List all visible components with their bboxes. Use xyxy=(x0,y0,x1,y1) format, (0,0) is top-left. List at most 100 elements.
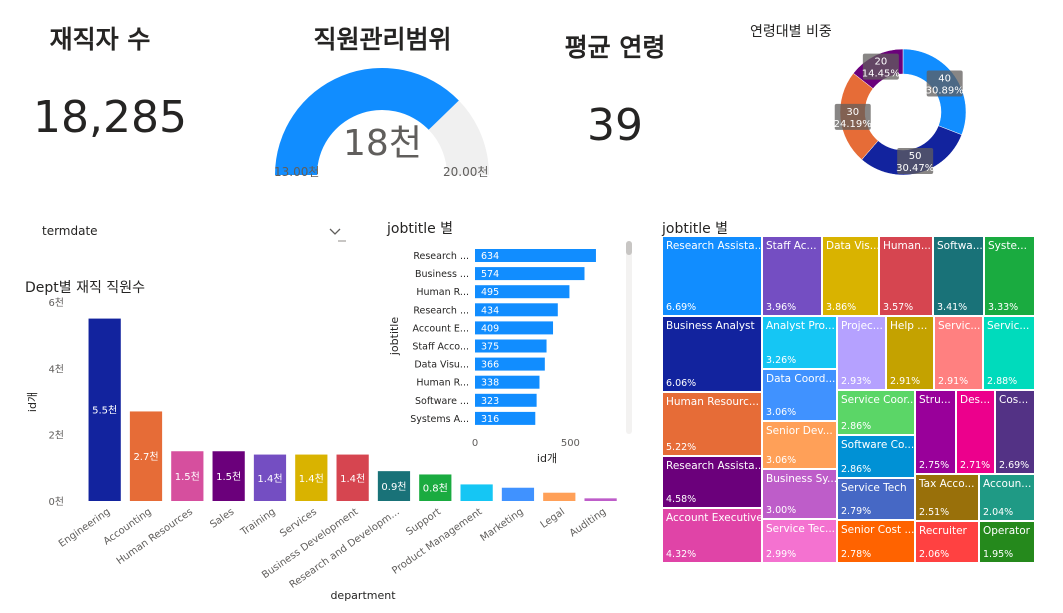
termdate-slicer[interactable]: termdate xyxy=(42,224,346,242)
treemap-cell[interactable]: Software Co... 2.86% xyxy=(837,435,915,478)
jobtitle-bar xyxy=(475,357,545,371)
treemap-cell[interactable]: Business Analyst 6.06% xyxy=(662,316,762,392)
treemap-cell-pct: 3.57% xyxy=(883,302,914,313)
treemap-cell[interactable]: Tax Acco... 2.51% xyxy=(915,474,979,521)
jobtitle-bar xyxy=(475,285,570,299)
treemap-cell-label: Data Vis... xyxy=(826,240,879,252)
treemap-cell[interactable]: Account Executive 4.32% xyxy=(662,508,762,563)
treemap-cell-pct: 3.33% xyxy=(988,302,1019,313)
treemap-cell[interactable]: Research Assista... 4.58% xyxy=(662,456,762,508)
jobtitle-treemap: Research Assista... 6.69% Business Analyst… xyxy=(662,236,1035,563)
treemap-cell[interactable]: Senior Cost ... 2.78% xyxy=(837,520,915,563)
treemap-cell-label: Business Analyst xyxy=(666,320,755,332)
jobtitle-value-label: 495 xyxy=(481,287,499,298)
treemap-cell[interactable]: Human Resourc... 5.22% xyxy=(662,392,762,456)
dept-xlabel: department xyxy=(330,589,396,602)
treemap-cell[interactable]: Research Assista... 6.69% xyxy=(662,236,762,316)
treemap-cell-label: Cos... xyxy=(999,394,1029,406)
jobtitle-value-label: 366 xyxy=(481,360,499,371)
treemap-cell-label: Research Assista... xyxy=(666,460,762,472)
jobtitle-value-label: 316 xyxy=(481,414,499,425)
treemap-cell[interactable]: Business Sy... 3.00% xyxy=(762,469,837,519)
treemap-cell[interactable]: Service Tech 2.79% xyxy=(837,478,915,520)
treemap-cell-label: Software Co... xyxy=(841,439,915,451)
dept-bar xyxy=(543,492,576,501)
dept-ylabel: id개 xyxy=(26,392,39,412)
treemap-cell[interactable]: Projec... 2.93% xyxy=(837,316,886,390)
dept-bar xyxy=(88,318,121,501)
jobtitle-bar xyxy=(475,393,537,407)
treemap-cell-label: Service Coor... xyxy=(841,394,915,406)
dept-category-label: Marketing xyxy=(479,506,526,544)
avg-age-value: 39 xyxy=(587,100,643,151)
treemap-cell[interactable]: Servic... 2.91% xyxy=(934,316,983,390)
dept-ytick: 6천 xyxy=(48,297,64,309)
donut-label-group: 20 xyxy=(874,57,887,68)
treemap-cell-pct: 2.99% xyxy=(766,549,797,560)
jobtitle-bar xyxy=(475,375,540,389)
gauge-title: 직원관리범위 xyxy=(313,25,452,54)
treemap-cell-label: Service Tec... xyxy=(766,523,836,535)
treemap-cell[interactable]: Stru... 2.75% xyxy=(915,390,956,474)
jobtitle-category-label: Human R... xyxy=(416,287,469,298)
dept-bar xyxy=(501,487,535,501)
donut-label-pct: 24.19% xyxy=(834,119,872,130)
jobtitle-category-label: Business ... xyxy=(415,269,469,280)
treemap-cell-label: Operator xyxy=(983,525,1030,537)
dept-value-label: 1.4천 xyxy=(257,473,282,485)
treemap-cell-pct: 2.86% xyxy=(841,421,872,432)
dept-ytick: 2천 xyxy=(48,430,64,442)
dept-bar xyxy=(253,454,287,501)
treemap-cell[interactable]: Service Tec... 2.99% xyxy=(762,519,837,563)
treemap-cell-label: Service Tech xyxy=(841,482,907,494)
gauge-min-label: 13.00천 xyxy=(274,165,320,179)
donut-label-pct: 30.89% xyxy=(926,85,964,96)
jobtitle-xlabel: id개 xyxy=(537,452,557,465)
dept-bar xyxy=(377,471,411,501)
scrollbar-thumb[interactable] xyxy=(626,241,632,255)
treemap-cell[interactable]: Servic... 2.88% xyxy=(983,316,1035,390)
treemap-cell-pct: 2.88% xyxy=(987,376,1018,387)
treemap-cell-pct: 2.71% xyxy=(960,460,991,471)
dept-bar xyxy=(212,451,245,501)
treemap-cell[interactable]: Des... 2.71% xyxy=(956,390,995,474)
treemap-cell[interactable]: Senior Dev... 3.06% xyxy=(762,421,837,469)
treemap-cell[interactable]: Recruiter 2.06% xyxy=(915,521,979,563)
dept-category-label: Support xyxy=(404,506,443,538)
dept-value-label: 5.5천 xyxy=(92,405,117,417)
jobtitle-value-label: 434 xyxy=(481,305,499,316)
treemap-cell-label: Help ... xyxy=(890,320,928,332)
dept-category-label: Sales xyxy=(208,506,236,530)
treemap-cell[interactable]: Syste... 3.33% xyxy=(984,236,1035,316)
dept-value-label: 2.7천 xyxy=(133,451,158,463)
treemap-cell-label: Servic... xyxy=(938,320,981,332)
treemap-cell-pct: 2.78% xyxy=(841,549,872,560)
dept-value-label: 1.5천 xyxy=(175,471,200,483)
jobtitle-scrollbar[interactable] xyxy=(626,241,632,434)
treemap-cell-pct: 3.26% xyxy=(766,355,797,366)
dept-category-label: Human Resources xyxy=(115,506,195,567)
jobtitle-value-label: 375 xyxy=(481,342,499,353)
dept-value-label: 0.5천 xyxy=(464,471,489,483)
treemap-title: jobtitle 별 xyxy=(662,221,729,237)
dept-bar xyxy=(171,451,204,501)
dept-value-label: 1.4천 xyxy=(340,473,365,485)
treemap-cell[interactable]: Operator 1.95% xyxy=(979,521,1035,563)
treemap-cell[interactable]: Cos... 2.69% xyxy=(995,390,1035,474)
treemap-cell-label: Analyst Pro... xyxy=(766,320,835,332)
treemap-cell[interactable]: Softwa... 3.41% xyxy=(933,236,984,316)
jobtitle-category-label: Data Visu... xyxy=(414,360,469,371)
treemap-cell[interactable]: Staff Ac... 3.96% xyxy=(762,236,822,316)
dept-bar xyxy=(129,411,163,501)
treemap-cell-label: Syste... xyxy=(988,240,1027,252)
treemap-cell[interactable]: Service Coor... 2.86% xyxy=(837,390,915,435)
chevron-down-icon[interactable] xyxy=(329,227,341,237)
treemap-cell[interactable]: Accoun... 2.04% xyxy=(979,474,1035,521)
treemap-cell[interactable]: Analyst Pro... 3.26% xyxy=(762,316,837,369)
treemap-cell[interactable]: Help ... 2.91% xyxy=(886,316,934,390)
treemap-cell-label: Tax Acco... xyxy=(919,478,975,490)
treemap-cell[interactable]: Human... 3.57% xyxy=(879,236,933,316)
treemap-cell[interactable]: Data Vis... 3.86% xyxy=(822,236,879,316)
treemap-cell[interactable]: Data Coord... 3.06% xyxy=(762,369,837,421)
